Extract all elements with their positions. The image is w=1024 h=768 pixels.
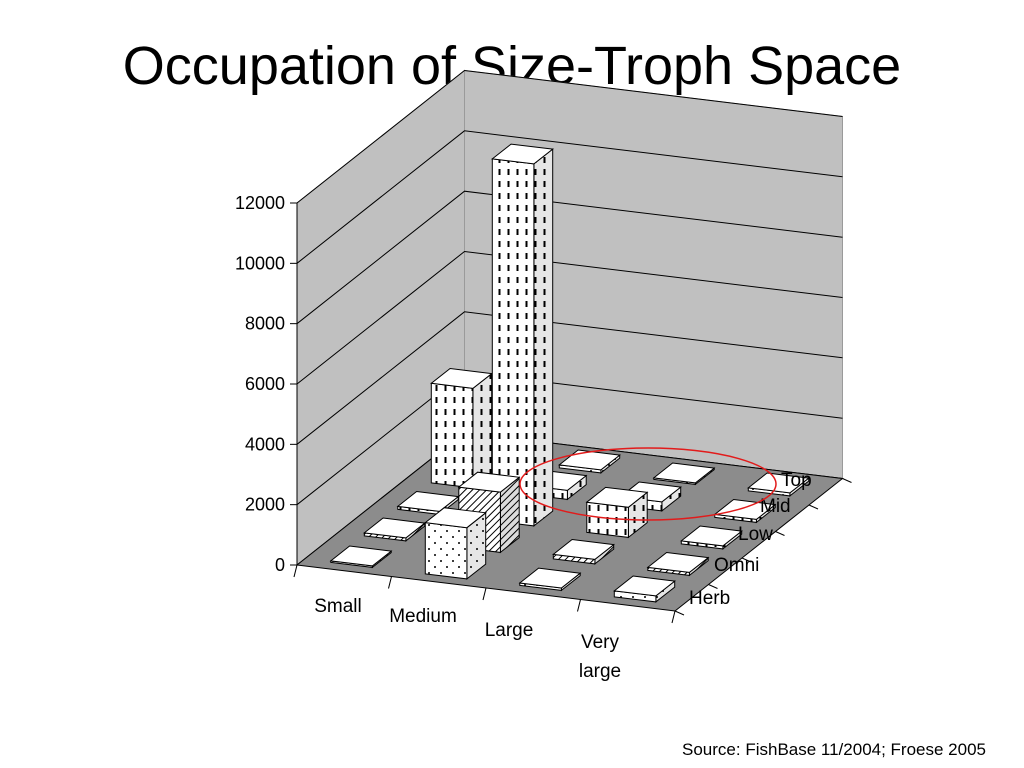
y-tick-mark bbox=[708, 584, 718, 589]
source-note: Source: FishBase 11/2004; Froese 2005 bbox=[682, 740, 986, 759]
bar bbox=[652, 462, 716, 486]
bar bbox=[646, 551, 710, 577]
x-axis-labels: Small Medium Large Very large bbox=[314, 596, 621, 682]
y-axis-labels: Herb Omni Low Mid Top bbox=[689, 470, 812, 609]
x-axis-label: Very large bbox=[579, 632, 621, 682]
bar bbox=[518, 567, 582, 592]
y-axis-label: Low bbox=[738, 524, 773, 545]
y-tick-mark bbox=[674, 610, 685, 616]
z-tick-label: 4000 bbox=[245, 434, 285, 454]
gridline bbox=[296, 311, 843, 445]
bar bbox=[680, 525, 743, 550]
x-axis-label: Small bbox=[314, 596, 362, 617]
chart-bars bbox=[329, 143, 810, 603]
x-axis-label: Medium bbox=[389, 606, 457, 627]
y-tick-mark bbox=[808, 504, 819, 510]
bar bbox=[552, 538, 615, 565]
z-tick-label: 10000 bbox=[235, 253, 285, 273]
y-tick-mark bbox=[741, 557, 752, 563]
bar bbox=[396, 490, 460, 516]
bar bbox=[430, 367, 493, 489]
bar bbox=[329, 545, 393, 569]
bar bbox=[491, 143, 554, 527]
x-tick-mark bbox=[293, 564, 298, 578]
z-tick-label: 0 bbox=[275, 555, 285, 575]
z-tick-label: 12000 bbox=[235, 193, 285, 213]
gridline bbox=[296, 190, 843, 325]
y-tick-mark bbox=[842, 478, 852, 483]
highlight-ellipse bbox=[519, 447, 777, 521]
gridline bbox=[296, 250, 843, 385]
z-tick-label: 6000 bbox=[245, 374, 285, 394]
z-tick-label: 8000 bbox=[245, 314, 285, 334]
y-axis-label: Mid bbox=[760, 496, 791, 517]
x-tick-mark bbox=[482, 587, 487, 601]
bar bbox=[424, 507, 487, 580]
y-axis-label: Top bbox=[781, 470, 812, 491]
z-axis-ticks: 0 2000 4000 6000 8000 10000 12000 bbox=[235, 193, 285, 575]
gridline bbox=[296, 69, 843, 204]
x-tick-mark bbox=[577, 599, 581, 612]
x-axis-label: Large bbox=[485, 620, 534, 641]
y-axis-label: Herb bbox=[689, 588, 730, 609]
bar bbox=[585, 486, 649, 539]
bar bbox=[747, 472, 810, 497]
y-axis-label: Omni bbox=[714, 555, 759, 576]
gridline bbox=[296, 130, 843, 264]
x-tick-mark bbox=[671, 610, 676, 624]
x-tick-mark bbox=[388, 576, 392, 589]
y-tick-mark bbox=[775, 531, 785, 536]
bar bbox=[363, 517, 426, 542]
bar bbox=[613, 575, 676, 603]
z-tick-label: 2000 bbox=[245, 495, 285, 515]
